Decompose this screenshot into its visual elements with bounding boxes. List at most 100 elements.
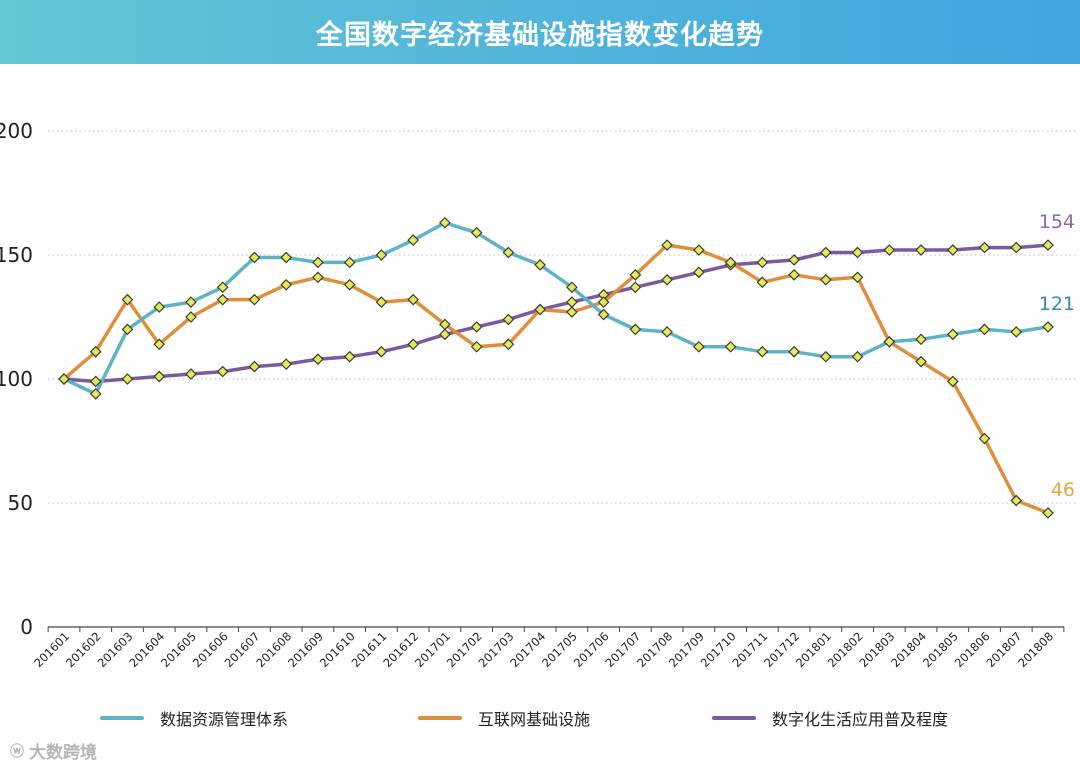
data-point-series-1	[788, 345, 800, 358]
weibo-logo-icon: ⓦ	[10, 743, 24, 760]
data-point-series-1	[692, 340, 705, 353]
data-point-series-1	[375, 249, 388, 261]
data-point-series-2	[470, 340, 483, 353]
data-point-series-2	[375, 296, 388, 308]
legend-label-series1: 数据资源管理体系	[160, 710, 289, 729]
data-point-series-1	[407, 234, 420, 246]
data-point-series-2	[312, 271, 324, 284]
legend-swatch-series2	[418, 716, 462, 720]
data-point-series-1	[89, 388, 102, 400]
legend-swatch-series3	[712, 716, 756, 720]
title-bar: 全国数字经济基础设施指数变化趋势	[0, 0, 1080, 64]
data-point-series-3	[946, 244, 959, 256]
data-point-series-2	[89, 345, 102, 358]
data-point-series-2	[121, 293, 134, 306]
data-point-series-3	[89, 375, 102, 388]
grid-layer	[48, 130, 1078, 504]
data-point-series-1	[851, 350, 864, 363]
end-value-label-series-3: 154	[1039, 211, 1075, 233]
data-point-series-3	[280, 358, 293, 370]
data-point-series-2	[407, 293, 420, 306]
data-point-series-2	[851, 271, 864, 284]
data-point-series-2	[534, 303, 546, 316]
data-point-series-1	[597, 308, 610, 321]
series-line-2	[62, 243, 1050, 515]
data-point-series-1	[280, 251, 293, 264]
data-point-series-3	[661, 273, 673, 286]
data-point-series-3	[121, 373, 134, 385]
data-point-series-1	[343, 256, 356, 269]
data-point-series-3	[819, 246, 832, 259]
data-point-series-3	[566, 296, 578, 308]
legend-label-series2: 互联网基础设施	[478, 710, 591, 729]
series-line-3	[62, 243, 1050, 384]
data-point-series-2	[153, 338, 166, 351]
data-point-series-2	[819, 273, 832, 286]
data-point-series-3	[407, 338, 420, 351]
line-layer	[62, 221, 1050, 515]
data-point-series-1	[1042, 321, 1054, 333]
marker-layer	[58, 216, 1054, 519]
data-point-series-1	[58, 373, 70, 385]
data-point-series-3	[312, 353, 324, 366]
data-point-series-1	[756, 345, 769, 358]
data-point-series-3	[1042, 239, 1054, 251]
data-point-series-3	[375, 345, 388, 358]
data-point-series-2	[692, 244, 705, 256]
data-point-series-3	[343, 350, 356, 363]
data-point-series-1	[153, 301, 166, 313]
data-point-series-1	[883, 335, 896, 348]
legend-item-series2: 互联网基础设施	[418, 706, 590, 730]
data-point-series-1	[724, 340, 737, 353]
legend-label-series3: 数字化生活应用普及程度	[772, 710, 949, 729]
data-point-series-3	[153, 370, 166, 383]
x-tick-label: 201808	[1015, 629, 1056, 670]
data-point-series-1	[248, 251, 261, 264]
data-point-series-3	[502, 313, 515, 326]
data-point-series-2	[788, 268, 800, 281]
data-point-series-1	[946, 328, 959, 341]
data-point-series-3	[756, 256, 769, 269]
data-point-series-2	[1042, 507, 1054, 519]
data-point-series-3	[185, 368, 197, 380]
data-point-series-1	[312, 256, 324, 269]
y-tick-label: 50	[8, 491, 33, 515]
y-tick-label: 200	[0, 119, 33, 143]
watermark: ⓦ 大数跨境	[10, 738, 97, 763]
data-point-series-3	[915, 244, 927, 256]
data-point-series-2	[502, 338, 515, 351]
legend-item-series1: 数据资源管理体系	[100, 706, 288, 730]
line-chart: 0501001502002016012016022016032016042016…	[0, 119, 1078, 670]
axis-layer: 0501001502002016012016022016032016042016…	[0, 119, 1065, 670]
data-point-series-2	[978, 432, 991, 445]
legend-item-series3: 数字化生活应用普及程度	[712, 706, 948, 730]
data-point-series-2	[439, 318, 451, 331]
data-point-series-3	[692, 266, 705, 279]
data-point-series-2	[597, 296, 610, 308]
data-point-series-2	[216, 293, 229, 306]
data-point-series-1	[915, 333, 927, 346]
y-tick-label: 0	[20, 615, 33, 639]
chart-title: 全国数字经济基础设施指数变化趋势	[316, 19, 764, 51]
data-point-series-2	[724, 256, 737, 269]
data-point-series-3	[470, 321, 483, 333]
data-point-series-2	[185, 311, 197, 323]
data-point-series-3	[629, 281, 642, 294]
data-point-series-2	[248, 293, 261, 306]
data-point-series-3	[1010, 241, 1023, 254]
data-point-series-3	[788, 254, 800, 266]
data-point-series-1	[978, 323, 991, 336]
data-point-series-3	[439, 328, 451, 341]
end-value-label-series-1: 121	[1039, 293, 1075, 315]
data-point-series-1	[439, 216, 451, 229]
data-point-series-2	[756, 276, 769, 289]
data-point-series-1	[566, 281, 578, 294]
data-point-series-1	[216, 281, 229, 294]
data-point-series-3	[248, 360, 261, 373]
data-point-series-1	[470, 226, 483, 239]
data-point-series-1	[1010, 326, 1023, 338]
data-point-series-1	[534, 259, 546, 271]
data-point-series-3	[883, 244, 896, 256]
data-point-series-1	[185, 296, 197, 308]
label-layer: 121 46 154	[1039, 211, 1075, 501]
